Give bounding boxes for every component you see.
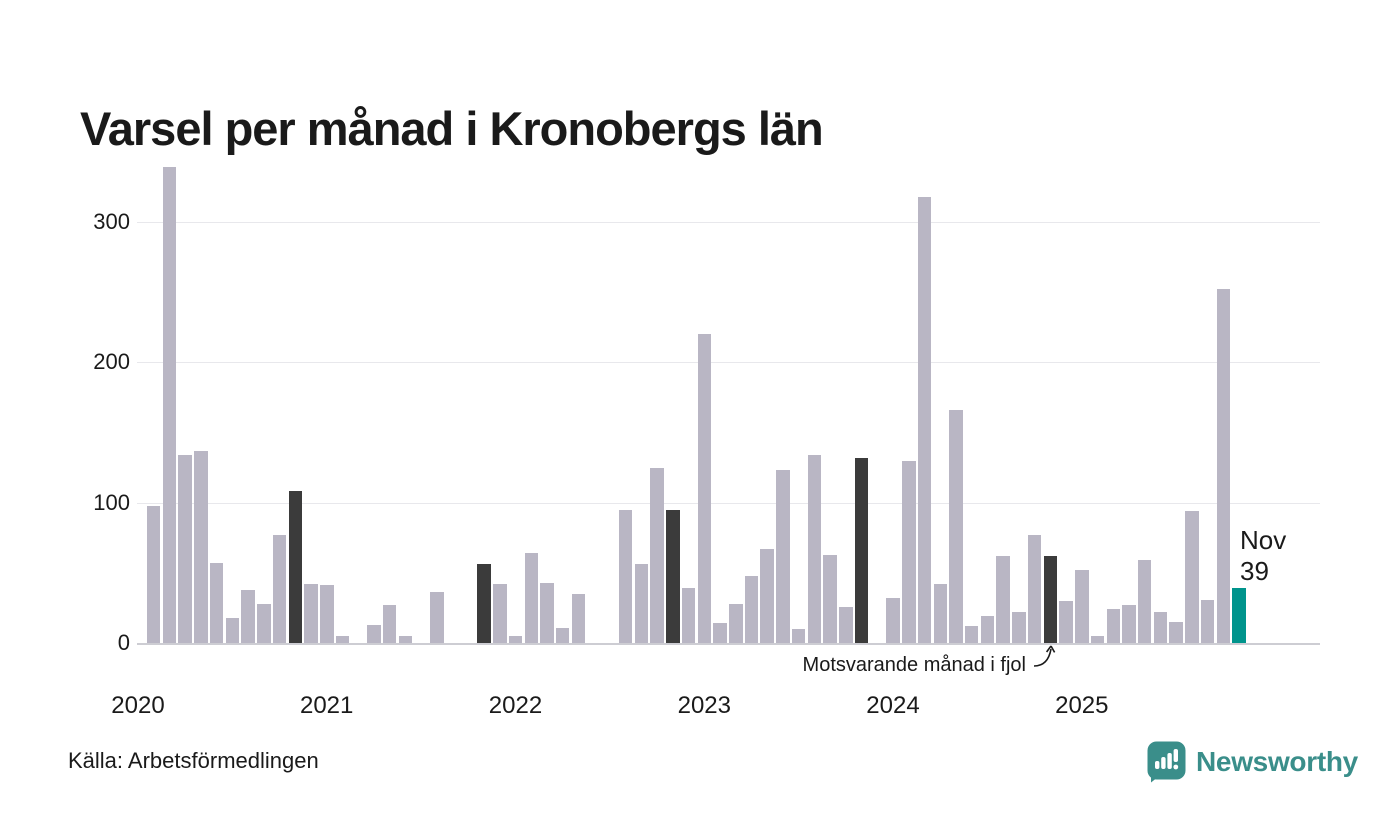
annotation-arrow-icon	[1033, 645, 1056, 667]
bar-2020-10	[272, 535, 287, 643]
bar-2020-06	[209, 563, 224, 643]
bar-2024-06	[964, 626, 979, 643]
bar-2020-02	[146, 506, 161, 643]
bar-2023-10	[839, 607, 853, 643]
bar-2022-05	[571, 594, 586, 643]
brand-name: Newsworthy	[1196, 745, 1358, 777]
bar-2023-08	[807, 455, 822, 643]
brand-logo: Newsworthy	[1146, 740, 1358, 783]
bar-2022-12	[681, 588, 696, 643]
bar-2023-09	[823, 555, 837, 643]
chart-title: Varsel per månad i Kronobergs län	[80, 102, 824, 156]
bar-2024-11	[1043, 556, 1058, 643]
x-axis-line	[137, 643, 1320, 645]
current-month-name: Nov	[1240, 525, 1287, 555]
bar-2022-11	[666, 510, 680, 643]
bar-2024-02	[902, 461, 916, 643]
gridline-300	[137, 222, 1320, 223]
x-year-label-2023: 2023	[677, 692, 731, 719]
current-month-label: Nov 39	[1240, 525, 1286, 587]
highlight-annotation: Motsvarande månad i fjol	[802, 654, 1026, 676]
bar-2025-06	[1153, 612, 1168, 643]
bar-2025-09	[1200, 600, 1215, 643]
bar-2024-05	[949, 410, 963, 643]
bar-2024-12	[1059, 601, 1073, 643]
y-tick-label-0: 0	[117, 630, 130, 655]
bar-2023-07	[791, 629, 806, 643]
x-year-label-2024: 2024	[866, 692, 920, 719]
bar-2025-10	[1216, 289, 1231, 643]
bar-2022-08	[618, 510, 633, 643]
bar-2022-04	[555, 628, 570, 643]
bar-2024-03	[917, 197, 932, 643]
bar-2020-12	[304, 584, 318, 643]
bar-2022-09	[634, 564, 649, 643]
bar-2025-07	[1169, 622, 1183, 643]
x-year-label-2021: 2021	[299, 692, 354, 719]
bar-2024-07	[980, 616, 995, 643]
bar-2024-10	[1027, 535, 1042, 643]
y-tick-label-100: 100	[93, 490, 130, 515]
speech-bubble-bar-chart-icon	[1147, 741, 1186, 783]
bar-2020-05	[194, 451, 208, 643]
bar-2021-05	[382, 605, 397, 643]
bar-2023-04	[744, 576, 759, 643]
bar-2025-03	[1106, 609, 1120, 643]
bar-2023-02	[713, 623, 727, 643]
bar-2023-01	[697, 334, 711, 643]
bar-2023-11	[854, 458, 869, 643]
x-year-label-2025: 2025	[1055, 692, 1109, 719]
bar-2025-05	[1137, 560, 1152, 643]
bar-2022-10	[650, 468, 664, 643]
bar-2023-06	[776, 470, 790, 643]
source-caption: Källa: Arbetsförmedlingen	[68, 748, 319, 773]
bar-2020-04	[178, 455, 192, 643]
x-year-label-2022: 2022	[488, 692, 543, 719]
gridline-200	[137, 362, 1320, 363]
x-year-label-2020: 2020	[111, 692, 165, 719]
bar-2022-01	[508, 636, 523, 643]
bar-2025-02	[1090, 636, 1105, 643]
bar-2021-06	[398, 636, 413, 643]
bar-2025-04	[1122, 605, 1136, 643]
bar-2020-09	[257, 604, 271, 643]
current-month-value: 39	[1240, 556, 1269, 586]
bar-2025-01	[1075, 570, 1089, 643]
bar-2021-12	[493, 584, 507, 643]
bar-2022-02	[524, 553, 538, 643]
bar-2020-07	[225, 618, 240, 643]
bar-2024-08	[996, 556, 1010, 643]
bar-2024-01	[886, 598, 900, 643]
y-tick-label-300: 300	[93, 209, 130, 234]
bar-2021-11	[477, 564, 491, 643]
bar-2020-08	[241, 590, 255, 643]
gridline-100	[137, 503, 1320, 504]
bar-2020-03	[162, 167, 177, 643]
bar-2025-11	[1232, 588, 1246, 643]
bar-2021-02	[335, 636, 350, 643]
bar-2020-11	[288, 491, 302, 643]
bar-2025-08	[1185, 511, 1199, 643]
bar-2021-01	[320, 585, 334, 643]
bar-2023-05	[760, 549, 774, 643]
y-tick-label-200: 200	[93, 349, 130, 374]
bar-2021-08	[430, 592, 444, 643]
bar-2024-09	[1012, 612, 1026, 643]
bar-2023-03	[729, 604, 743, 643]
bar-2021-04	[367, 625, 381, 643]
bar-2022-03	[540, 583, 554, 643]
bar-2024-04	[933, 584, 947, 643]
